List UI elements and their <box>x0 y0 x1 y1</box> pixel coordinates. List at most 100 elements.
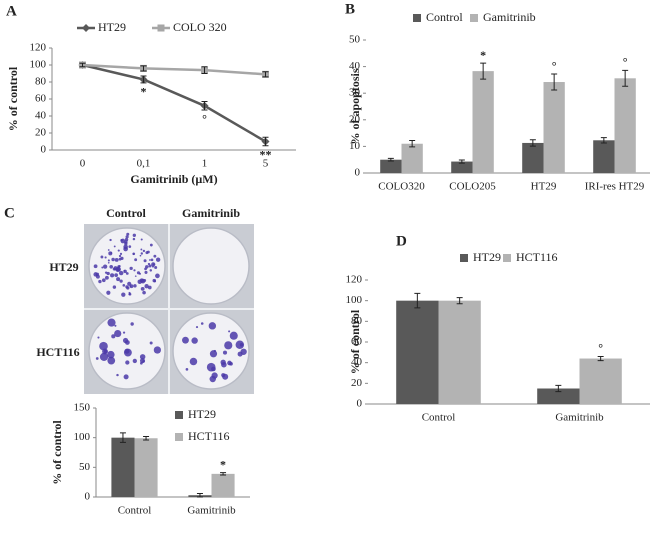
colony <box>106 290 111 295</box>
colony <box>139 354 146 360</box>
colony <box>107 356 116 365</box>
y-tick-label: 80 <box>35 76 47 88</box>
colony <box>139 254 142 257</box>
colony <box>152 263 155 266</box>
colony <box>140 248 143 251</box>
colony <box>125 285 129 289</box>
colony <box>140 361 143 365</box>
colony <box>95 274 100 279</box>
colony <box>101 266 104 269</box>
colony <box>155 273 160 279</box>
legend-swatch <box>470 14 478 22</box>
annotation: ° <box>552 59 557 73</box>
photo-divider <box>168 224 170 394</box>
annotation: * <box>220 457 226 471</box>
colony <box>128 292 132 296</box>
colony <box>119 279 123 283</box>
y-tick-label: 80 <box>351 315 363 327</box>
colony <box>228 330 231 333</box>
error-bar <box>196 492 203 498</box>
error-bar <box>387 157 394 162</box>
y-tick-label: 0 <box>41 144 47 156</box>
error-bar <box>409 140 416 148</box>
colony <box>107 249 110 251</box>
row-label: HT29 <box>49 260 78 274</box>
y-tick-label: 40 <box>349 60 361 72</box>
colony <box>118 270 124 276</box>
colony <box>118 257 122 261</box>
error-bar <box>79 62 86 68</box>
x-tick-label: 5 <box>263 158 269 170</box>
colony <box>110 252 113 254</box>
y-tick-label: 10 <box>349 140 361 152</box>
colony <box>132 252 136 256</box>
y-tick-label: 0 <box>85 491 91 503</box>
colony <box>144 284 149 289</box>
colony <box>116 266 121 272</box>
colony <box>107 261 110 264</box>
colony <box>125 360 130 365</box>
error-bar <box>555 384 562 393</box>
colony <box>138 272 141 275</box>
colony <box>142 360 145 363</box>
marker <box>82 24 90 32</box>
colony <box>123 244 128 250</box>
error-bar <box>529 139 536 147</box>
error-bar <box>262 71 269 78</box>
colony <box>206 362 216 372</box>
colony <box>189 357 198 366</box>
y-tick-label: 100 <box>346 294 363 306</box>
colony <box>103 264 108 269</box>
colony <box>133 269 136 272</box>
colony <box>116 277 121 282</box>
colony <box>154 265 158 270</box>
colony <box>121 292 126 297</box>
colony <box>101 278 106 283</box>
x-tick-label: HT29 <box>531 181 557 193</box>
bar <box>396 300 439 404</box>
colony <box>140 286 145 291</box>
colony <box>155 257 161 262</box>
y-tick-label: 100 <box>30 59 47 71</box>
y-tick-label: 0 <box>357 398 363 410</box>
colony <box>112 285 117 289</box>
colony <box>140 252 143 255</box>
annotation: ° <box>598 341 603 355</box>
legend-swatch <box>175 411 183 419</box>
colony <box>107 318 116 327</box>
colony <box>222 350 228 355</box>
colony <box>99 341 108 351</box>
error-bar <box>220 472 227 476</box>
colony <box>117 249 120 252</box>
colony <box>152 265 154 268</box>
marker <box>157 24 165 32</box>
colony <box>182 336 189 344</box>
y-axis-label: % of control <box>50 420 64 485</box>
annotation: * <box>480 48 486 62</box>
error-bar <box>600 137 607 144</box>
colony <box>143 278 147 282</box>
y-axis-label: % of apoptosis <box>348 68 362 144</box>
y-tick-label: 20 <box>349 113 361 125</box>
colony <box>111 334 116 339</box>
y-tick-label: 150 <box>74 402 91 414</box>
colony <box>122 284 126 287</box>
colony <box>132 358 137 364</box>
x-tick-label: COLO205 <box>449 181 496 193</box>
column-label: Gamitrinib <box>182 206 240 220</box>
colony <box>123 269 126 272</box>
colony <box>191 337 198 344</box>
colony <box>133 284 137 288</box>
colony <box>134 258 138 262</box>
colony <box>200 322 204 325</box>
colony <box>147 285 152 290</box>
colony <box>142 249 146 253</box>
error-bar <box>119 432 126 443</box>
x-tick-label: Gamitrinib <box>187 505 236 517</box>
annotation: ° <box>202 112 207 126</box>
panel-letter: B <box>345 1 355 17</box>
panel-letter: D <box>396 233 407 249</box>
bar <box>380 159 402 173</box>
colony <box>127 281 132 286</box>
